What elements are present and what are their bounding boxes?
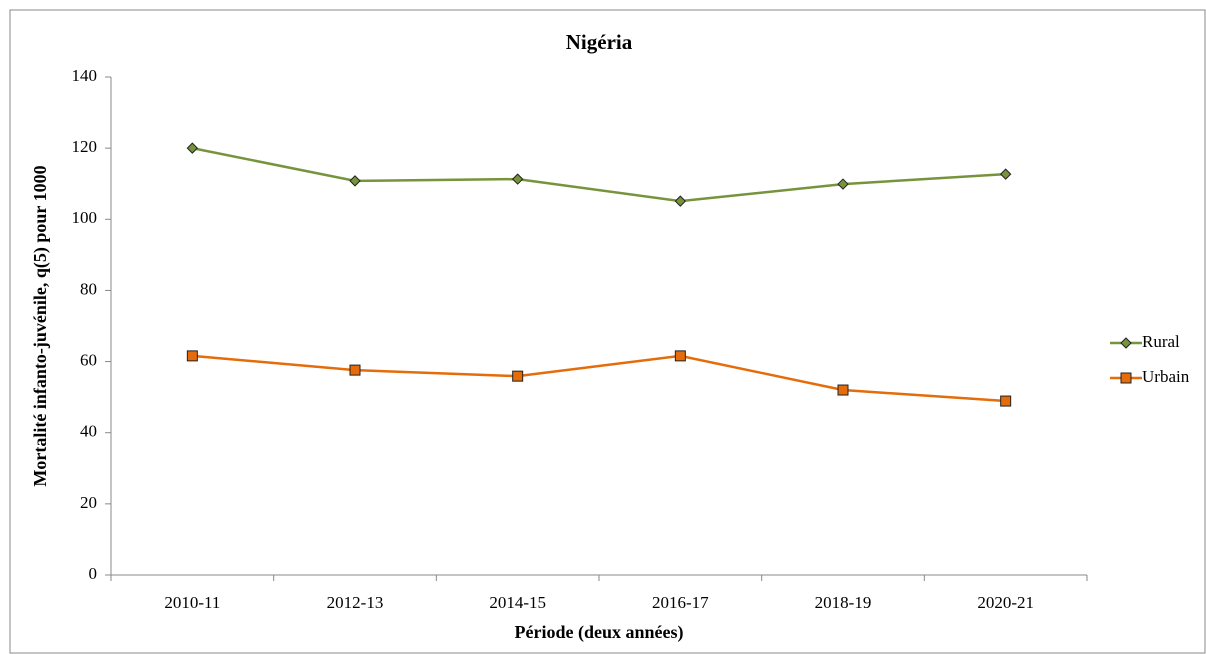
y-tick-label: 100 <box>72 208 98 227</box>
y-tick-label: 60 <box>80 350 97 369</box>
marker <box>674 195 687 207</box>
marker <box>837 178 849 190</box>
y-tick-label: 0 <box>89 564 98 583</box>
legend-label: Urbain <box>1142 367 1190 386</box>
y-tick-label: 120 <box>72 137 98 156</box>
y-tick-label: 20 <box>80 493 97 512</box>
x-tick-label: 2020-21 <box>977 593 1034 612</box>
x-tick-label: 2018-19 <box>815 593 872 612</box>
x-tick-label: 2010-11 <box>164 593 220 612</box>
marker <box>186 142 199 154</box>
marker <box>837 384 849 396</box>
chart-title: Nigéria <box>566 30 633 54</box>
x-tick-label: 2012-13 <box>327 593 384 612</box>
marker <box>349 175 361 187</box>
marker <box>512 370 524 382</box>
legend-marker <box>1120 372 1132 384</box>
marker <box>349 364 361 376</box>
marker <box>674 350 686 362</box>
marker <box>186 350 198 362</box>
x-tick-label: 2014-15 <box>489 593 546 612</box>
series-line <box>192 354 1006 403</box>
marker <box>511 173 524 185</box>
legend-marker <box>1120 337 1132 349</box>
marker <box>1000 395 1012 407</box>
y-tick-label: 40 <box>80 422 97 441</box>
y-axis-title: Mortalité infanto-juvénile, q(5) pour 10… <box>30 165 51 486</box>
series-line <box>192 146 1006 203</box>
y-tick-label: 80 <box>80 279 97 298</box>
x-axis-title: Période (deux années) <box>515 622 684 643</box>
legend-label: Rural <box>1142 332 1180 351</box>
marker <box>999 168 1012 180</box>
chart-border <box>9 9 1206 654</box>
x-tick-label: 2016-17 <box>652 593 709 612</box>
y-tick-label: 140 <box>72 66 98 85</box>
